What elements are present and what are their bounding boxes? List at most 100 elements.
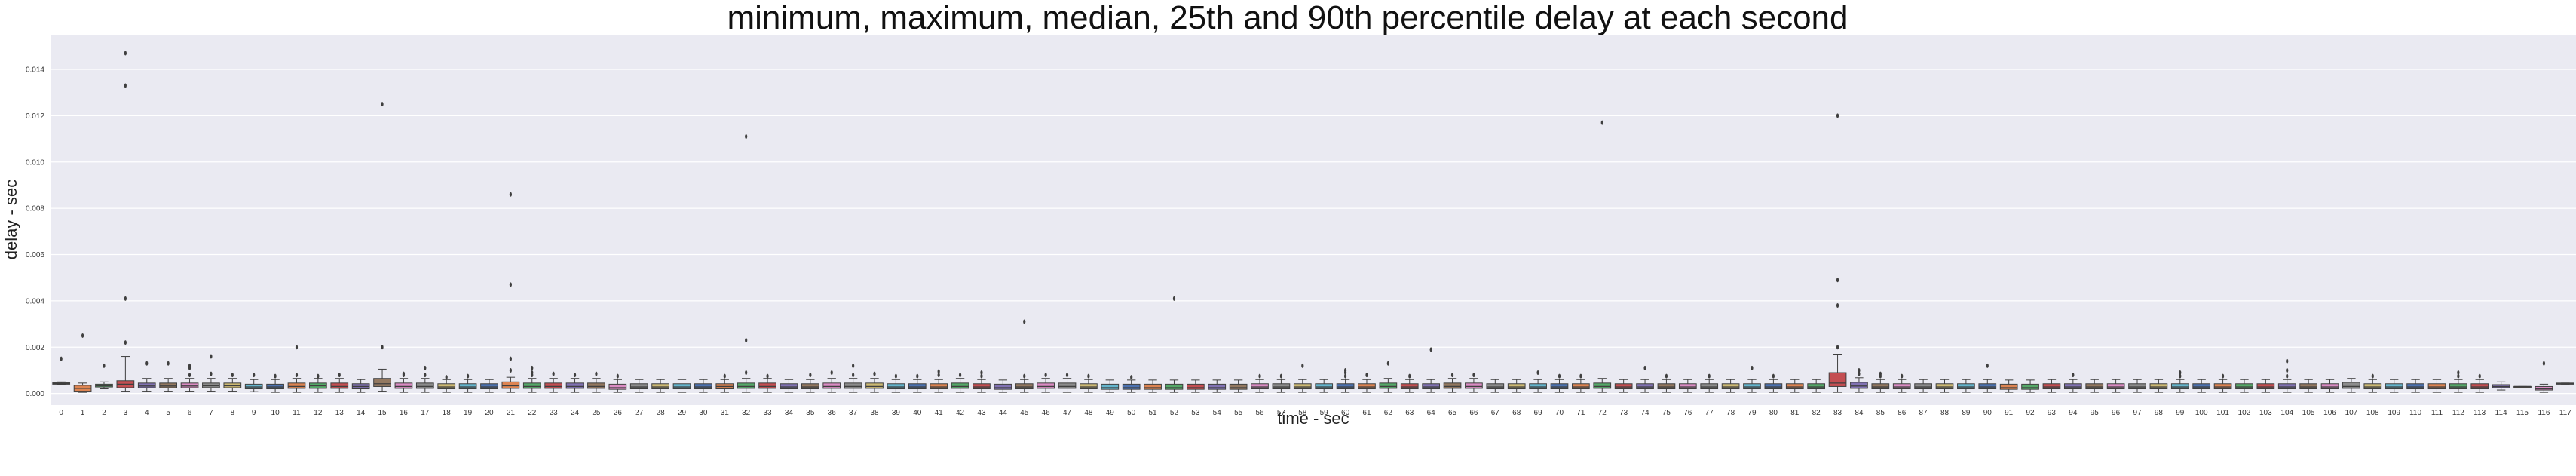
- box-iqr: [865, 382, 884, 389]
- box-iqr: [565, 382, 584, 389]
- box-38: [865, 371, 884, 393]
- outlier-point: [2179, 373, 2182, 379]
- x-tick-label: 47: [1063, 409, 1072, 417]
- x-tick-label: 93: [2048, 409, 2057, 417]
- box-iqr: [1529, 383, 1547, 390]
- box-iqr: [1293, 383, 1312, 390]
- x-tick-label: 92: [2026, 409, 2035, 417]
- outlier-point: [509, 282, 512, 287]
- box-iqr: [994, 383, 1012, 390]
- box-iqr: [1379, 382, 1398, 389]
- chart-title: minimum, maximum, median, 25th and 90th …: [727, 0, 1849, 36]
- box-48: [1080, 373, 1098, 393]
- outlier-point: [1087, 373, 1090, 379]
- box-116: [2535, 361, 2553, 393]
- outlier-point: [60, 356, 63, 361]
- box-iqr: [973, 383, 991, 390]
- y-tick-label: 0.002: [26, 344, 44, 352]
- box-49: [1101, 379, 1120, 393]
- outlier-point: [509, 356, 512, 361]
- x-tick-label: 73: [1619, 409, 1628, 417]
- outlier-point: [1044, 373, 1047, 378]
- box-72: [1593, 120, 1612, 393]
- box-34: [780, 379, 798, 393]
- outlier-point: [958, 373, 962, 378]
- box-iqr: [2042, 383, 2061, 390]
- x-tick-label: 20: [485, 409, 494, 417]
- box-41: [930, 369, 948, 393]
- y-tick-label: 0.006: [26, 251, 44, 259]
- x-tick-label: 14: [357, 409, 366, 417]
- box-iqr: [2149, 383, 2168, 390]
- y-tick-label: 0.012: [26, 112, 44, 121]
- x-tick-label: 0: [59, 409, 63, 417]
- box-iqr: [1614, 383, 1633, 390]
- box-10: [266, 373, 284, 393]
- box-20: [480, 379, 498, 393]
- outlier-point: [509, 192, 512, 197]
- box-iqr: [1507, 383, 1526, 390]
- plot-area: [51, 35, 2576, 405]
- box-76: [1678, 379, 1697, 393]
- box-iqr: [1251, 383, 1269, 390]
- outlier-point: [424, 373, 427, 378]
- outlier-point: [745, 338, 748, 343]
- x-tick-label: 109: [2388, 409, 2400, 417]
- box-87: [1914, 379, 1932, 393]
- x-tick-label: 94: [2069, 409, 2078, 417]
- box-iqr: [373, 378, 391, 387]
- box-11: [287, 345, 306, 393]
- outlier-point: [509, 367, 512, 373]
- x-tick-label: 18: [443, 409, 452, 417]
- x-tick-label: 95: [2091, 409, 2100, 417]
- box-67: [1486, 379, 1505, 393]
- box-96: [2106, 379, 2125, 393]
- box-22: [522, 365, 541, 393]
- outlier-point: [381, 345, 384, 350]
- outlier-point: [124, 51, 127, 56]
- box-iqr: [2299, 383, 2317, 390]
- outlier-point: [1579, 373, 1582, 379]
- box-78: [1721, 379, 1740, 393]
- box-14: [351, 379, 370, 393]
- x-tick-label: 29: [678, 409, 687, 417]
- box-98: [2149, 379, 2168, 393]
- box-55: [1229, 379, 1248, 393]
- box-27: [629, 379, 648, 393]
- box-99: [2170, 370, 2189, 393]
- box-iqr: [2449, 383, 2467, 390]
- box-4: [137, 361, 156, 392]
- box-iqr: [544, 382, 563, 389]
- box-iqr: [1721, 383, 1740, 390]
- outlier-point: [2072, 373, 2075, 378]
- box-24: [565, 373, 584, 393]
- box-40: [908, 373, 927, 393]
- outlier-point: [295, 345, 299, 350]
- box-9: [244, 373, 263, 392]
- outlier-point: [188, 373, 191, 378]
- x-tick-label: 86: [1898, 409, 1907, 417]
- x-tick-label: 45: [1020, 409, 1029, 417]
- box-iqr: [1465, 382, 1483, 389]
- box-iqr: [330, 382, 349, 389]
- x-tick-label: 58: [1298, 409, 1307, 417]
- box-iqr: [137, 382, 156, 388]
- box-iqr: [1144, 383, 1162, 390]
- box-iqr: [1999, 383, 2018, 390]
- x-tick-label: 3: [124, 409, 128, 417]
- box-iqr: [2363, 383, 2382, 390]
- box-104: [2277, 358, 2296, 393]
- box-25: [587, 371, 605, 393]
- x-tick-label: 49: [1106, 409, 1115, 417]
- x-tick-label: 79: [1747, 409, 1757, 417]
- box-iqr: [887, 383, 905, 390]
- outlier-point: [81, 333, 84, 338]
- outlier-point: [1536, 370, 1539, 376]
- box-iqr: [501, 381, 520, 389]
- box-iqr: [1336, 383, 1355, 390]
- box-iqr: [2256, 383, 2275, 390]
- box-84: [1850, 367, 1868, 393]
- x-tick-label: 81: [1790, 409, 1800, 417]
- box-32: [737, 134, 755, 393]
- x-tick-label: 84: [1855, 409, 1864, 417]
